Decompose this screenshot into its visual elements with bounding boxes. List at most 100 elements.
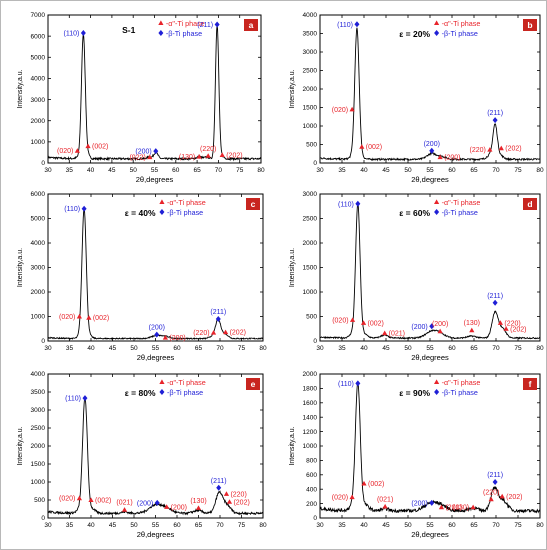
peak-label: (220) [504, 320, 520, 327]
x-tick-label: 65 [195, 522, 203, 529]
y-tick-label: 600 [306, 472, 317, 479]
y-tick-label: 0 [313, 160, 317, 167]
alpha-peak-marker [223, 491, 230, 496]
peak-label: (211) [197, 22, 213, 29]
y-axis-label: Intensity,a.u. [289, 69, 296, 108]
legend-beta-marker [434, 209, 440, 215]
peak-label: (020) [59, 496, 75, 503]
x-tick-label: 60 [173, 345, 181, 352]
beta-peak-marker [492, 117, 498, 124]
beta-peak-marker [80, 29, 86, 36]
y-axis-label: Intensity,a.u. [17, 69, 24, 108]
peak-label: (002) [368, 481, 384, 488]
x-tick-label: 50 [130, 522, 138, 529]
peak-label: (020) [59, 314, 75, 321]
peak-label: (021) [389, 331, 405, 338]
legend-alpha-marker [158, 20, 164, 25]
y-tick-label: 400 [306, 486, 317, 493]
alpha-peak-marker [361, 480, 367, 486]
legend-alpha-marker [434, 379, 440, 384]
y-tick-label: 3000 [31, 407, 46, 414]
strain-label: ε = 40% [125, 208, 156, 218]
alpha-peak-marker [162, 334, 168, 340]
y-tick-label: 1500 [303, 265, 318, 272]
x-tick-label: 70 [492, 522, 500, 529]
beta-peak-marker [355, 200, 361, 207]
x-tick-label: 65 [195, 345, 203, 352]
y-tick-label: 1000 [303, 123, 318, 130]
beta-peak-marker [154, 499, 160, 506]
x-tick-label: 80 [259, 522, 267, 529]
y-tick-label: 2000 [31, 289, 46, 296]
peak-label: (220) [469, 147, 485, 154]
peak-label: (200) [424, 141, 440, 148]
y-tick-label: 2500 [303, 216, 318, 223]
peak-label: (220) [193, 330, 209, 337]
strain-label: ε = 20% [399, 29, 430, 39]
xrd-curve-a [47, 24, 262, 162]
alpha-peak-marker [147, 154, 153, 160]
x-tick-label: 35 [66, 345, 74, 352]
peak-label: (220) [483, 489, 499, 496]
x-tick-label: 75 [238, 345, 246, 352]
alpha-peak-marker [121, 507, 128, 512]
peak-label: (002) [95, 498, 111, 505]
x-tick-label: 45 [382, 522, 390, 529]
y-tick-label: 3500 [303, 31, 318, 38]
y-tick-label: 2000 [31, 443, 46, 450]
x-tick-label: 60 [448, 522, 456, 529]
peak-label: (200) [149, 325, 165, 332]
legend-beta-marker [434, 30, 440, 36]
y-axis-label: Intensity,a.u. [17, 248, 24, 287]
x-tick-label: 45 [109, 522, 117, 529]
peak-label: (020) [332, 495, 348, 502]
x-tick-label: 50 [404, 345, 412, 352]
peak-label: (211) [210, 309, 226, 316]
peak-label: (211) [487, 472, 503, 479]
x-tick-label: 55 [426, 167, 434, 174]
y-tick-label: 4000 [303, 12, 318, 19]
plot-frame [47, 14, 262, 164]
x-tick-label: 80 [536, 167, 544, 174]
peak-label: (200) [445, 505, 461, 512]
peak-label: (021) [116, 500, 132, 507]
x-tick-label: 70 [215, 167, 223, 174]
beta-peak-marker [82, 395, 88, 402]
legend-beta-label: -β-Ti phase [442, 29, 478, 38]
y-tick-label: 3000 [31, 97, 46, 104]
alpha-peak-marker [470, 504, 476, 510]
alpha-peak-marker [74, 148, 80, 153]
beta-peak-marker [429, 147, 435, 154]
alpha-peak-marker [86, 315, 92, 320]
alpha-peak-marker [437, 328, 443, 334]
peak-label: (202) [505, 146, 521, 153]
y-tick-label: 4000 [31, 371, 46, 378]
x-tick-label: 75 [514, 345, 522, 352]
peak-label: (202) [506, 494, 522, 501]
legend-alpha-marker [159, 199, 165, 204]
legend-alpha-marker [434, 199, 440, 204]
xrd-curve-b [319, 27, 541, 162]
y-tick-label: 0 [313, 515, 317, 522]
y-tick-label: 2000 [303, 240, 318, 247]
x-tick-label: 60 [448, 345, 456, 352]
alpha-peak-marker [164, 504, 170, 509]
x-tick-label: 30 [44, 522, 52, 529]
y-tick-label: 1200 [303, 429, 318, 436]
beta-peak-marker [154, 331, 160, 338]
x-axis-label: 2θ,degrees [136, 175, 174, 184]
strain-label: ε = 90% [399, 388, 430, 398]
legend-alpha-label: -α"-Ti phase [167, 198, 206, 207]
alpha-peak-marker [88, 497, 94, 502]
alpha-peak-marker [360, 320, 367, 325]
x-tick-label: 75 [238, 522, 246, 529]
y-tick-label: 3000 [303, 49, 318, 56]
x-tick-label: 65 [470, 345, 478, 352]
peak-label: (110) [64, 206, 80, 213]
beta-peak-marker [492, 299, 498, 306]
x-axis-label: 2θ,degrees [411, 353, 449, 362]
y-tick-label: 1500 [31, 461, 46, 468]
y-tick-label: 1000 [303, 289, 318, 296]
y-tick-label: 6000 [31, 33, 46, 40]
